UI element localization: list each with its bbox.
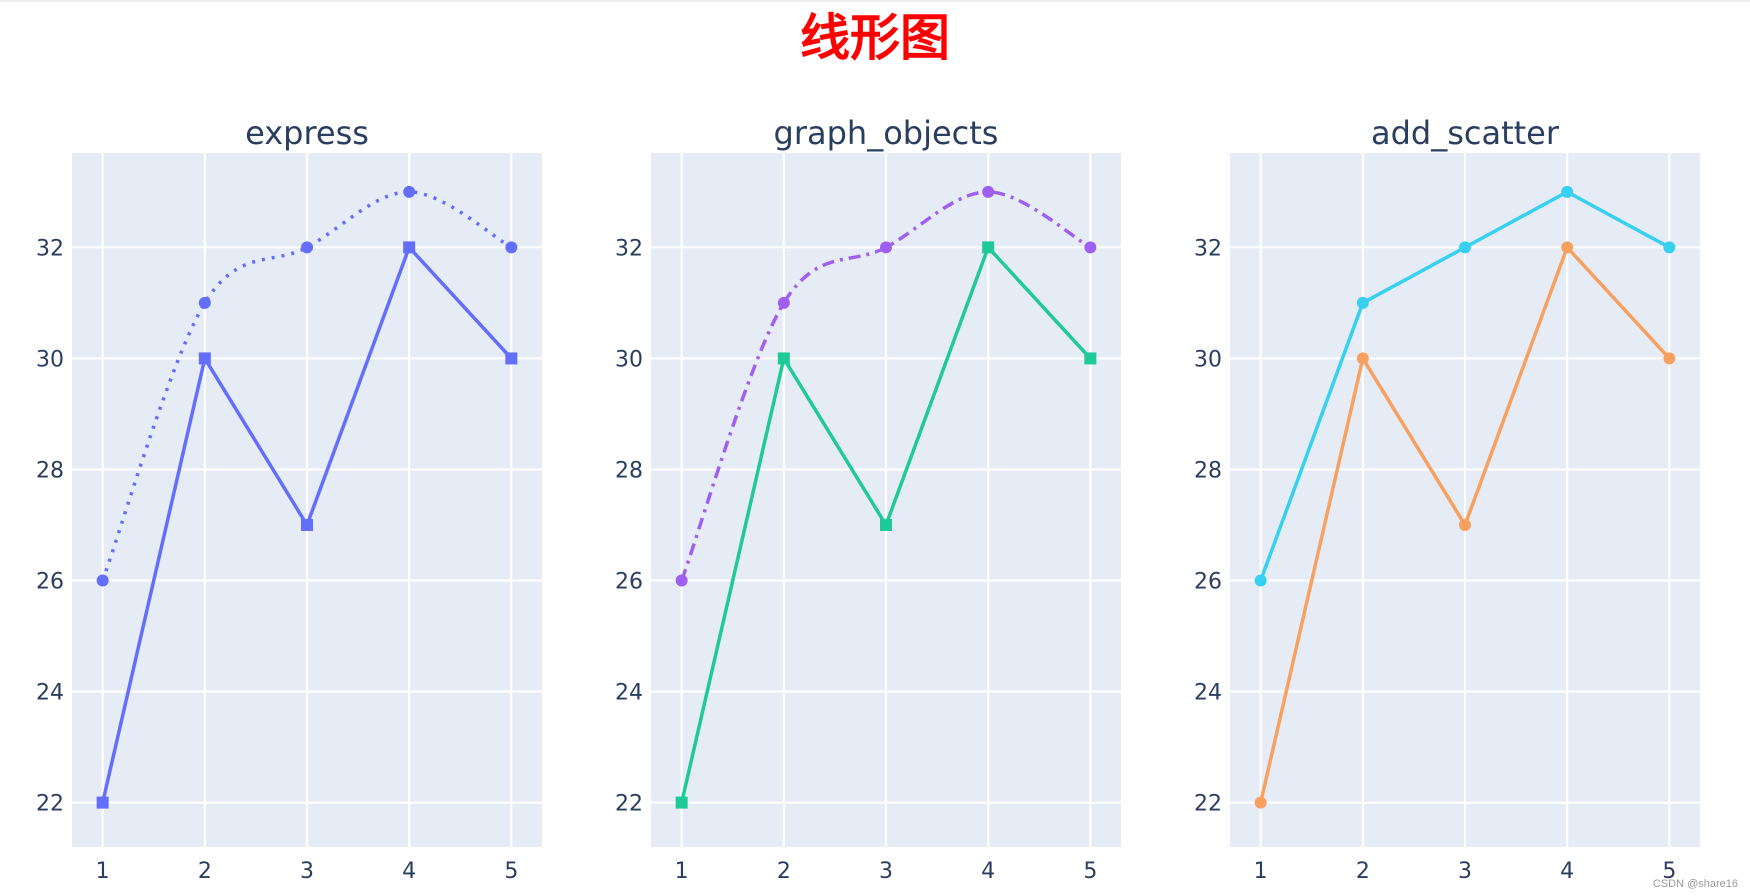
data-point [1459,241,1471,254]
page-title: 线形图 [800,9,950,67]
x-tick-label: 2 [1356,859,1370,884]
chart-3: 22 24 26 28 30 32 1 2 3 4 5 add_scatter [1194,114,1700,884]
data-point [1356,352,1369,365]
chart-1: 22 24 26 28 30 32 1 2 3 4 5 express [36,114,542,884]
data-point [1561,241,1574,254]
y-tick-label: 28 [615,458,643,483]
y-tick-label: 26 [1194,570,1222,595]
y-tick-label: 32 [1194,236,1222,261]
x-tick-label: 1 [1254,859,1268,884]
subplot-title: graph_objects [774,114,999,152]
y-tick-label: 30 [1194,347,1222,372]
x-tick-label: 5 [504,859,518,884]
data-point [301,518,313,531]
data-point [1084,241,1097,254]
data-point [403,185,416,198]
data-point [198,296,211,309]
x-tick-label: 2 [777,859,791,884]
data-point [675,574,688,587]
data-point [1254,574,1267,587]
series-line-2 [680,190,1092,582]
x-tick-label: 3 [879,859,893,884]
y-tick-label: 24 [615,681,643,706]
x-tick-label: 4 [1560,859,1574,884]
subplot-title: add_scatter [1371,114,1560,152]
y-tick-label: 24 [1194,681,1222,706]
data-point [1561,185,1574,198]
y-tick-label: 26 [615,570,643,595]
data-point [1084,352,1097,365]
y-tick-label: 22 [615,792,643,817]
data-point [1459,518,1471,531]
watermark: CSDN @share16 [1652,878,1738,890]
x-tick-label: 5 [1083,859,1097,884]
y-tick-label: 24 [36,681,64,706]
x-tick-label: 3 [1458,859,1472,884]
y-tick-label: 30 [36,347,64,372]
y-tick-label: 26 [36,570,64,595]
x-tick-label: 4 [402,859,416,884]
data-point [982,241,995,254]
subplot-title: express [245,114,369,152]
chart-2: 22 24 26 28 30 32 1 2 3 4 5 graph_objects [615,114,1121,884]
y-tick-label: 22 [36,792,64,817]
data-point [96,796,109,809]
data-point [1663,352,1676,365]
x-tick-label: 3 [300,859,314,884]
x-tick-label: 2 [198,859,212,884]
y-tick-label: 32 [36,236,64,261]
data-point [403,241,416,254]
y-tick-label: 30 [615,347,643,372]
data-point [880,241,892,254]
data-point [1254,796,1267,809]
x-tick-label: 4 [981,859,995,884]
data-point [198,352,211,365]
y-tick-label: 28 [36,458,64,483]
data-point [301,241,313,254]
data-point [1356,296,1369,309]
y-tick-label: 22 [1194,792,1222,817]
data-point [505,241,518,254]
x-tick-label: 1 [96,859,110,884]
data-point [96,574,109,587]
data-point [880,518,892,531]
data-point [1663,241,1676,254]
data-point [675,796,688,809]
data-point [982,185,995,198]
x-tick-label: 1 [675,859,689,884]
y-tick-label: 32 [615,236,643,261]
top-divider [0,0,1750,2]
data-point [505,352,518,365]
x-tick-label: 5 [1662,859,1676,884]
series-line-2 [101,190,513,582]
data-point [777,352,790,365]
data-point [777,296,790,309]
y-tick-label: 28 [1194,458,1222,483]
